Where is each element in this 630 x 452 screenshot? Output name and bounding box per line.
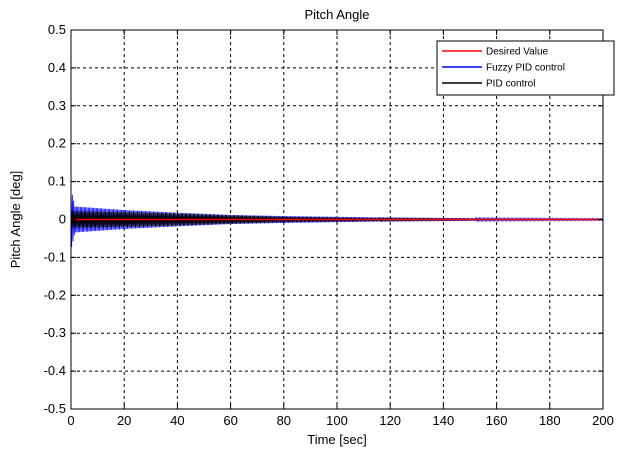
x-tick-label: 40 [170,413,184,428]
y-tick-label: -0.1 [44,249,66,264]
y-tick-label: 0.5 [48,22,66,37]
legend-entry: PID control [486,79,535,90]
ticks: 0 20 40 60 80 100 120 140 160 180 200 -0.5 -0.4 -0.3 -… [44,22,614,428]
x-tick-label: 0 [67,413,74,428]
x-tick-label: 160 [486,413,508,428]
series-layer [70,189,604,247]
x-tick-label: 140 [433,413,455,428]
legend-box [436,40,615,96]
x-tick-label: 200 [592,413,614,428]
x-tick-label: 120 [379,413,401,428]
legend-entry: Fuzzy PID control [486,63,565,74]
y-tick-label: 0.3 [48,98,66,113]
chart-title: Pitch Angle [304,7,369,22]
legend-entry: Desired Value [486,47,549,58]
x-axis-label: Time [sec] [307,432,366,447]
legend: Desired Value Fuzzy PID control PID contro… [436,40,615,96]
x-tick-label: 180 [539,413,561,428]
x-tick-label: 100 [326,413,348,428]
x-tick-label: 80 [277,413,291,428]
y-tick-label: -0.4 [44,363,66,378]
y-tick-label: 0.4 [48,60,66,75]
y-tick-label: -0.2 [44,287,66,302]
y-axis-label: Pitch Angle [deg] [8,171,23,269]
y-tick-label: -0.3 [44,325,66,340]
y-tick-label: -0.5 [44,401,66,416]
x-tick-label: 20 [117,413,131,428]
y-tick-label: 0.2 [48,136,66,151]
y-tick-label: 0 [59,212,66,227]
x-tick-label: 60 [223,413,237,428]
y-tick-label: 0.1 [48,174,66,189]
